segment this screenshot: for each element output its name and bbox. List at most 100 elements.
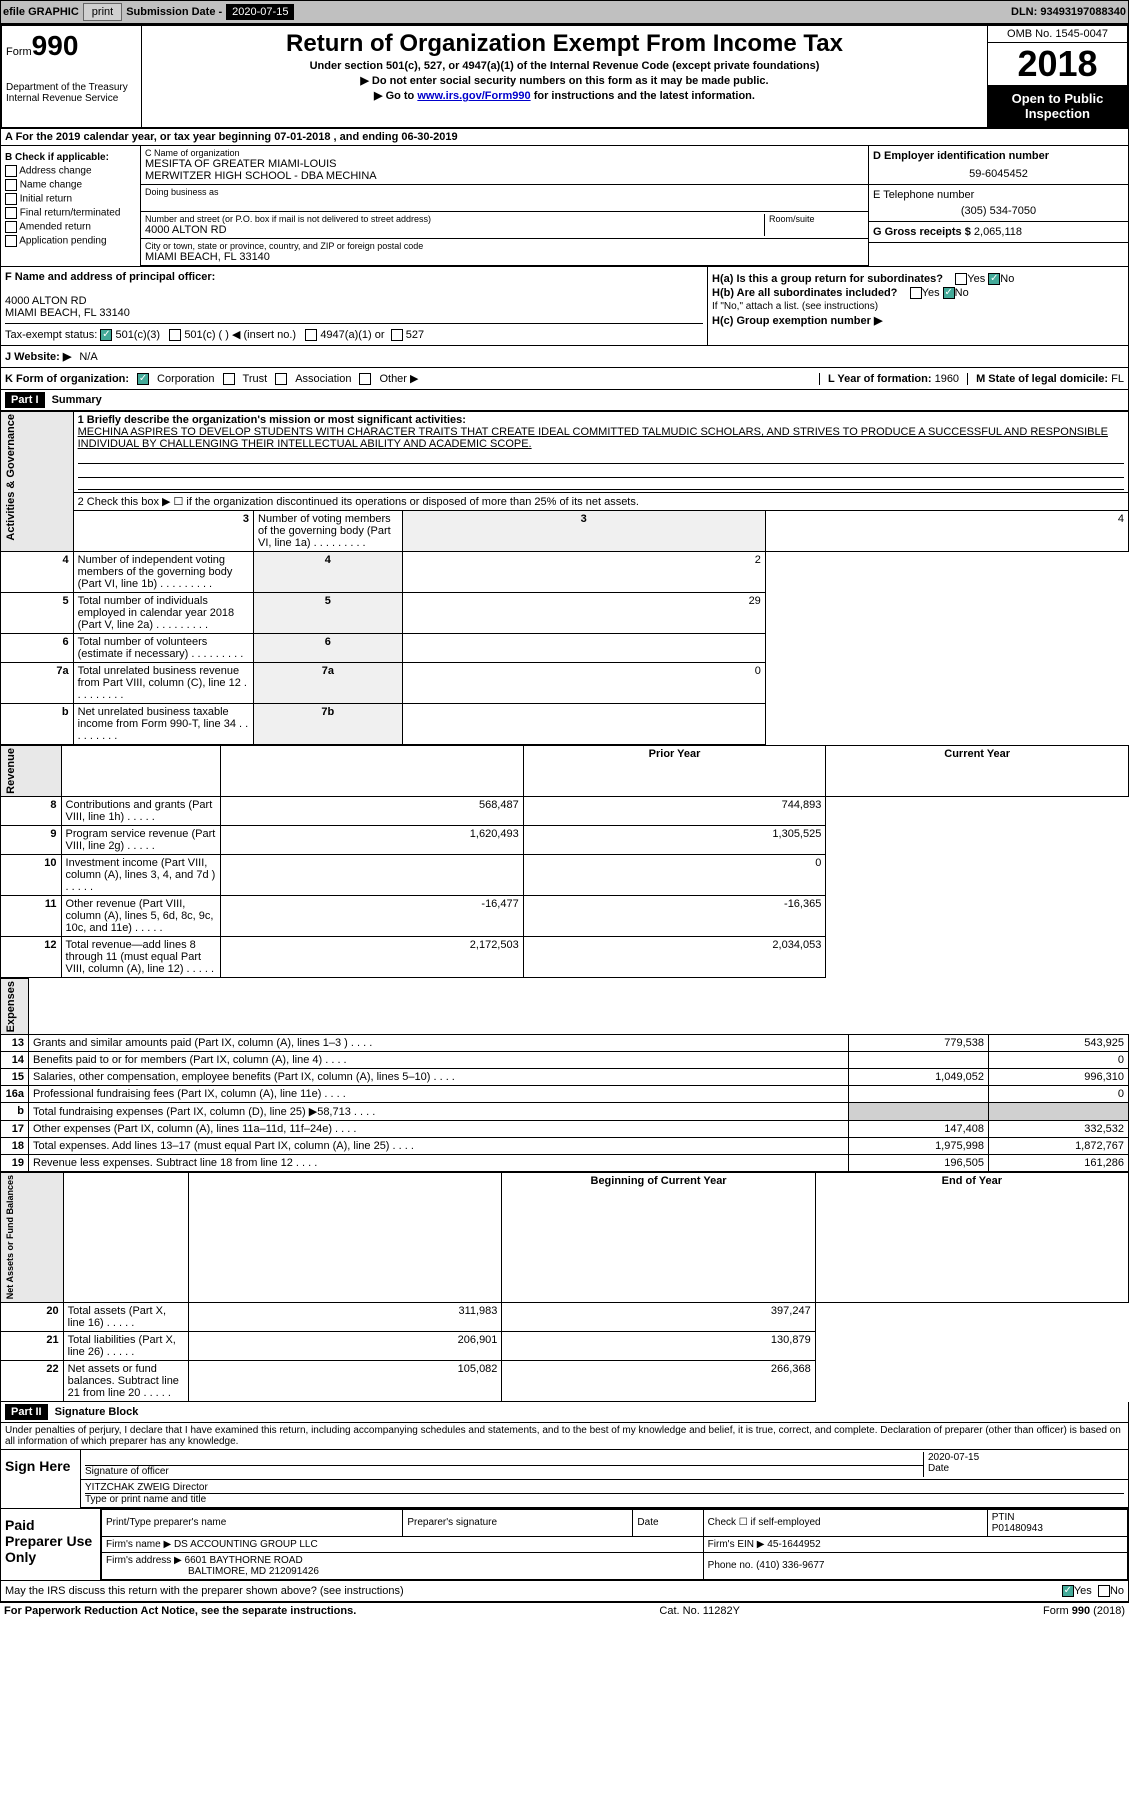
discuss-yes[interactable] — [1062, 1585, 1074, 1597]
firm-name: DS ACCOUNTING GROUP LLC — [174, 1539, 318, 1550]
row-num: 5 — [1, 593, 74, 634]
row-text: Total unrelated business revenue from Pa… — [73, 663, 253, 704]
row-prior: 1,620,493 — [221, 825, 524, 854]
part1-revenue: Revenue Prior YearCurrent Year 8Contribu… — [0, 745, 1129, 978]
row-text: Other revenue (Part VIII, column (A), li… — [61, 895, 221, 936]
row-num: b — [1, 704, 74, 745]
sub3-prefix: ▶ Go to — [374, 90, 417, 102]
row-text: Total revenue—add lines 8 through 11 (mu… — [61, 936, 221, 977]
prep-print-label: Print/Type preparer's name — [102, 1509, 403, 1536]
sig-name-label: Type or print name and title — [85, 1494, 206, 1505]
org-address: 4000 ALTON RD — [145, 224, 764, 236]
row-current: 161,286 — [989, 1155, 1129, 1172]
row-num: 10 — [1, 854, 62, 895]
hb-label: H(b) Are all subordinates included? — [712, 287, 897, 299]
row-text: Net unrelated business taxable income fr… — [73, 704, 253, 745]
row-text: Program service revenue (Part VIII, line… — [61, 825, 221, 854]
form-word: Form — [6, 46, 32, 58]
prep-phone-label: Phone no. — [708, 1560, 754, 1571]
row-num: 9 — [1, 825, 62, 854]
mission-text: MECHINA ASPIRES TO DEVELOP STUDENTS WITH… — [78, 426, 1124, 450]
row-text: Salaries, other compensation, employee b… — [29, 1069, 849, 1086]
side-exp: Expenses — [5, 981, 17, 1032]
discuss-no[interactable] — [1098, 1585, 1110, 1597]
k-label: K Form of organization: — [5, 373, 129, 385]
row-val — [402, 704, 765, 745]
check-4947[interactable] — [305, 329, 317, 341]
row-num: 22 — [1, 1360, 64, 1401]
form990-link[interactable]: www.irs.gov/Form990 — [417, 90, 530, 102]
check-other[interactable] — [359, 373, 371, 385]
row-text: Investment income (Part VIII, column (A)… — [61, 854, 221, 895]
row-current: -16,365 — [523, 895, 826, 936]
print-button[interactable]: print — [83, 3, 122, 21]
officer-addr2: MIAMI BEACH, FL 33140 — [5, 307, 703, 319]
name-label: C Name of organization — [145, 148, 864, 158]
row-prior — [221, 854, 524, 895]
row-prior — [849, 1103, 989, 1121]
l-value: 1960 — [935, 373, 959, 385]
row-val: 0 — [402, 663, 765, 704]
row-prior: 206,901 — [189, 1331, 502, 1360]
row-current: 0 — [523, 854, 826, 895]
row-prior: 147,408 — [849, 1121, 989, 1138]
city-label: City or town, state or province, country… — [145, 241, 864, 251]
firm-addr-label: Firm's address ▶ — [106, 1555, 182, 1566]
form-year-col: OMB No. 1545-0047 2018 Open to Public In… — [987, 26, 1127, 127]
row-current: 397,247 — [502, 1302, 815, 1331]
row-current: 266,368 — [502, 1360, 815, 1401]
hc-label: H(c) Group exemption number ▶ — [712, 314, 1124, 327]
website-value: N/A — [79, 351, 97, 363]
check-527[interactable] — [391, 329, 403, 341]
row-val: 29 — [402, 593, 765, 634]
form-title-col: Return of Organization Exempt From Incom… — [142, 26, 987, 127]
check-501c[interactable] — [169, 329, 181, 341]
ptin-label: PTIN — [992, 1512, 1015, 1523]
org-city: MIAMI BEACH, FL 33140 — [145, 251, 864, 263]
section-b-c-d: B Check if applicable: Address change Na… — [0, 146, 1129, 267]
row-text: Grants and similar amounts paid (Part IX… — [29, 1035, 849, 1052]
ha-label: H(a) Is this a group return for subordin… — [712, 273, 943, 285]
row-num: 21 — [1, 1331, 64, 1360]
row-box: 5 — [254, 593, 403, 634]
room-label: Room/suite — [769, 214, 864, 224]
row-box: 7a — [254, 663, 403, 704]
submission-label: Submission Date - — [126, 6, 222, 18]
row-prior — [849, 1052, 989, 1069]
check-501c3[interactable] — [100, 329, 112, 341]
row-prior: 105,082 — [189, 1360, 502, 1401]
phone-value: (305) 534-7050 — [873, 205, 1124, 217]
submission-date: 2020-07-15 — [226, 4, 294, 20]
side-rev: Revenue — [5, 748, 17, 794]
prep-date-label: Date — [633, 1509, 703, 1536]
row-prior: -16,477 — [221, 895, 524, 936]
row-num: 13 — [1, 1035, 29, 1052]
row-text: Total assets (Part X, line 16) . . . . . — [63, 1302, 189, 1331]
subtitle-2: ▶ Do not enter social security numbers o… — [150, 74, 979, 87]
row-text: Contributions and grants (Part VIII, lin… — [61, 796, 221, 825]
gross-label: G Gross receipts $ — [873, 226, 971, 238]
form-number-col: Form990 Department of the Treasury Inter… — [2, 26, 142, 127]
l-label: L Year of formation: — [828, 373, 932, 385]
q2-text: 2 Check this box ▶ ☐ if the organization… — [73, 493, 1128, 511]
row-num: 12 — [1, 936, 62, 977]
row-num: b — [1, 1103, 29, 1121]
side-gov: Activities & Governance — [5, 414, 17, 541]
sub3-suffix: for instructions and the latest informat… — [531, 90, 755, 102]
check-pending: Application pending — [5, 235, 136, 247]
check-trust[interactable] — [223, 373, 235, 385]
check-corp[interactable] — [137, 373, 149, 385]
q1-label: 1 Briefly describe the organization's mi… — [78, 414, 1124, 426]
check-assoc[interactable] — [275, 373, 287, 385]
sig-date: 2020-07-15 — [928, 1452, 1124, 1463]
sig-officer-label: Signature of officer — [85, 1466, 169, 1477]
row-num: 6 — [1, 634, 74, 663]
tax-exempt-label: Tax-exempt status: — [5, 329, 97, 341]
row-num: 14 — [1, 1052, 29, 1069]
row-num: 4 — [1, 552, 74, 593]
form-number: 990 — [32, 30, 79, 61]
row-text: Total liabilities (Part X, line 26) . . … — [63, 1331, 189, 1360]
tax-exempt-row: Tax-exempt status: 501(c)(3) 501(c) ( ) … — [5, 323, 703, 341]
section-f: F Name and address of principal officer:… — [1, 267, 708, 345]
part1-badge: Part I — [5, 392, 45, 408]
